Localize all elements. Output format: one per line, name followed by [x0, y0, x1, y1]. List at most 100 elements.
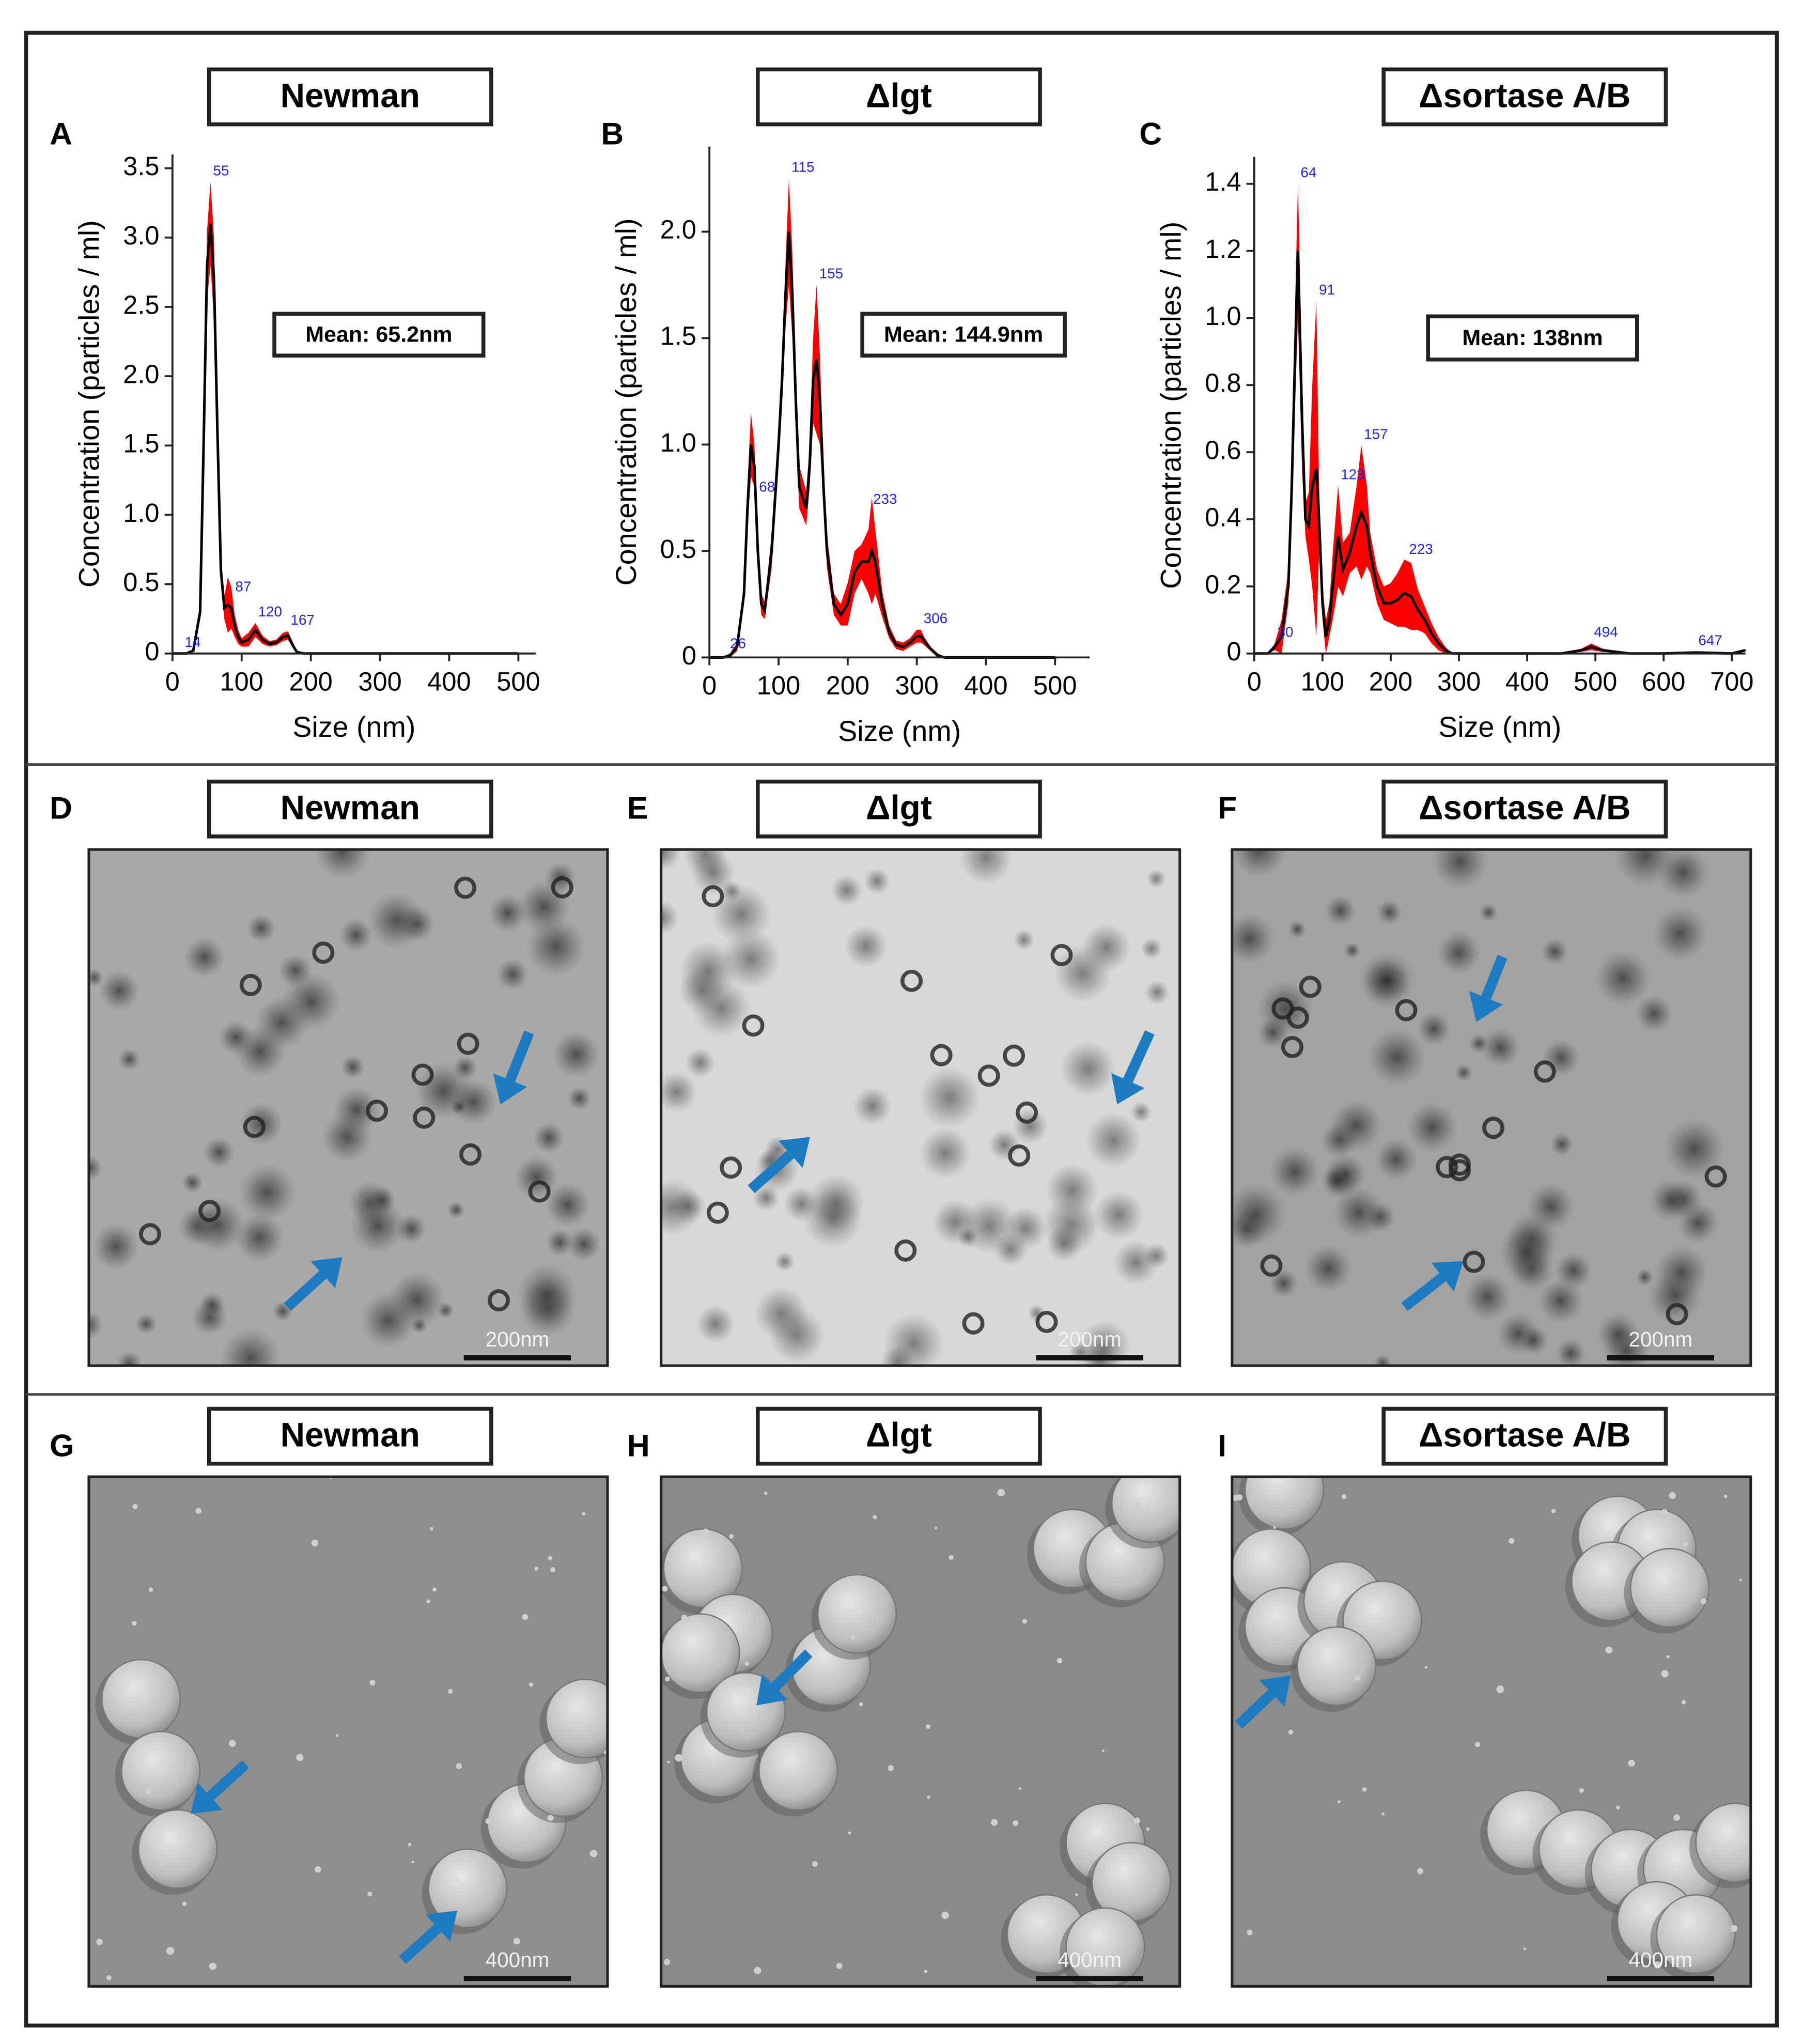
- y-tick-label: 1.0: [1205, 301, 1241, 331]
- title-box: [207, 67, 493, 127]
- debris: [1496, 1685, 1504, 1693]
- vesicle-haze: [551, 1030, 601, 1079]
- vesicle: [139, 1223, 162, 1246]
- x-tick-label: 100: [1301, 667, 1344, 696]
- debris: [662, 1586, 668, 1592]
- debris: [132, 1621, 137, 1626]
- y-tick-label: 0.5: [123, 567, 159, 597]
- y-tick-label: 1.0: [123, 498, 159, 528]
- peak-label: 120: [258, 603, 282, 620]
- debris: [735, 1680, 742, 1687]
- mean-line: [1254, 251, 1746, 655]
- y-tick-label: 0: [1226, 637, 1241, 666]
- vesicle-haze: [199, 1291, 226, 1319]
- y-tick-label: 3.0: [123, 221, 159, 250]
- vesicle-haze: [367, 891, 426, 950]
- debris: [1133, 1501, 1140, 1509]
- debris: [209, 1962, 216, 1970]
- micrograph-frame: [87, 848, 609, 1367]
- vesicle-haze: [1636, 1268, 1654, 1287]
- panel-letter: B: [601, 116, 624, 151]
- debris: [367, 1891, 372, 1897]
- vesicle-haze: [1635, 995, 1673, 1032]
- peak-label: 157: [1364, 426, 1388, 442]
- debris: [1424, 1666, 1428, 1669]
- debris: [990, 1819, 998, 1826]
- bacterium: [1065, 1907, 1145, 1987]
- vesicle-haze: [1537, 1278, 1584, 1324]
- vesicle-haze: [88, 1154, 103, 1182]
- title-box: [756, 1406, 1042, 1466]
- vesicle-haze: [1374, 1354, 1392, 1366]
- vesicle-haze: [661, 849, 681, 871]
- debris: [1040, 1898, 1046, 1903]
- peak-label: 306: [924, 610, 947, 626]
- vesicle-haze: [721, 928, 781, 989]
- vesicle-haze: [1377, 900, 1402, 925]
- micrograph-frame: [660, 1475, 1182, 1988]
- debris: [582, 1512, 585, 1516]
- peak-label: 647: [1698, 632, 1722, 648]
- vesicle-haze: [183, 936, 226, 979]
- x-tick-label: 700: [1710, 667, 1753, 696]
- peak-label: 115: [791, 159, 814, 175]
- vesicle-haze: [1269, 1268, 1298, 1298]
- vesicle-haze: [1325, 894, 1356, 926]
- vesicle-haze: [1113, 1240, 1159, 1286]
- vesicle-haze: [957, 1226, 979, 1248]
- vesicle: [551, 876, 573, 899]
- bacterium: [120, 1730, 201, 1811]
- vesicle-haze: [864, 868, 891, 894]
- panel-letter: I: [1218, 1428, 1226, 1463]
- bacterium: [1111, 1477, 1180, 1543]
- vesicle: [1666, 1303, 1688, 1325]
- debris: [1341, 1494, 1347, 1499]
- debris: [1056, 1658, 1063, 1664]
- vesicle-haze: [135, 1313, 157, 1335]
- scale-bar-label: 200nm: [1628, 1327, 1692, 1351]
- x-axis-label: Size (nm): [838, 715, 961, 747]
- micrograph-frame: [1231, 848, 1752, 1367]
- y-tick-label: 1.2: [1205, 234, 1241, 264]
- vesicle-haze: [831, 874, 863, 907]
- debris: [1704, 1847, 1711, 1853]
- vesicle-haze: [1596, 1312, 1640, 1355]
- peak-label: 30: [1278, 624, 1294, 640]
- debris: [1354, 1675, 1360, 1681]
- debris: [1022, 1619, 1028, 1624]
- debris: [1530, 1819, 1534, 1823]
- vesicle-haze: [852, 1086, 892, 1126]
- vesicle-haze: [774, 1251, 795, 1272]
- vesicle-haze: [1042, 1196, 1100, 1255]
- vesicle: [1281, 1035, 1304, 1058]
- peak-label: 68: [759, 478, 775, 494]
- peak-label: 55: [213, 163, 229, 179]
- micrograph-frame: [1231, 1475, 1752, 1988]
- vesicle-haze: [338, 917, 374, 953]
- debris: [812, 1861, 818, 1867]
- bacterium: [1695, 1803, 1751, 1883]
- pointer-arrow-head: [1469, 990, 1503, 1022]
- vesicle: [742, 1014, 765, 1037]
- mean-box: [1426, 314, 1639, 362]
- bacterium: [101, 1659, 181, 1739]
- vesicle-haze: [533, 1122, 565, 1154]
- x-tick-label: 200: [1369, 667, 1412, 696]
- pointer-arrow: [206, 1760, 250, 1801]
- title-box: [1381, 779, 1668, 839]
- bacterium: [1656, 1894, 1736, 1974]
- vesicle-haze: [1417, 1011, 1451, 1046]
- pointer-arrow-head: [310, 1257, 343, 1289]
- vesicle-haze: [1333, 1186, 1385, 1239]
- vesicle: [962, 1312, 985, 1335]
- pointer-arrow-head: [1259, 1675, 1291, 1707]
- vesicle-haze: [1367, 1028, 1426, 1087]
- x-tick-label: 100: [220, 667, 263, 696]
- peak-label: 64: [1300, 164, 1316, 180]
- debris: [1661, 1509, 1668, 1515]
- vesicle-haze: [802, 1188, 863, 1249]
- vesicle-haze: [387, 1270, 446, 1329]
- vesicle-haze: [1469, 1033, 1489, 1054]
- debris: [1146, 1505, 1151, 1509]
